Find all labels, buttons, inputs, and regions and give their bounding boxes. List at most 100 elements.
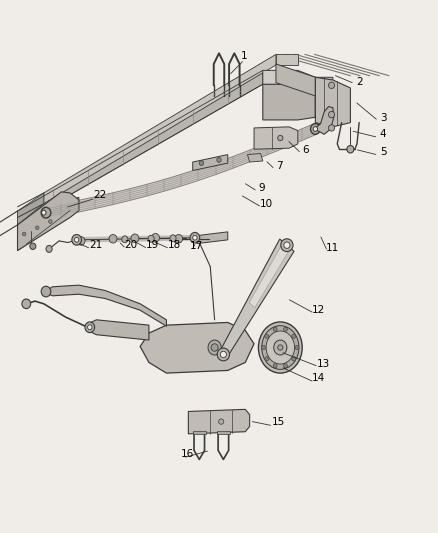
Ellipse shape: [152, 233, 159, 242]
Polygon shape: [254, 127, 298, 149]
Ellipse shape: [46, 245, 52, 253]
Polygon shape: [18, 192, 79, 251]
Text: 22: 22: [93, 190, 106, 199]
Ellipse shape: [347, 146, 354, 153]
Text: 4: 4: [380, 130, 387, 139]
Ellipse shape: [88, 325, 92, 329]
Ellipse shape: [313, 126, 318, 132]
Ellipse shape: [266, 331, 294, 364]
Ellipse shape: [199, 161, 204, 165]
Ellipse shape: [219, 419, 224, 424]
Ellipse shape: [85, 322, 95, 333]
Polygon shape: [44, 123, 315, 219]
Polygon shape: [220, 239, 294, 358]
Ellipse shape: [295, 345, 299, 350]
Polygon shape: [18, 193, 44, 225]
Polygon shape: [263, 84, 315, 120]
Text: 5: 5: [380, 147, 387, 157]
Text: 1: 1: [241, 51, 248, 61]
Ellipse shape: [220, 351, 226, 358]
Text: 3: 3: [380, 114, 387, 123]
Text: 6: 6: [302, 146, 309, 155]
Ellipse shape: [74, 237, 79, 242]
Ellipse shape: [283, 364, 287, 368]
Ellipse shape: [258, 322, 302, 373]
Text: 21: 21: [89, 240, 102, 250]
Ellipse shape: [131, 234, 139, 243]
Ellipse shape: [278, 345, 283, 350]
Ellipse shape: [122, 236, 128, 243]
Polygon shape: [88, 320, 149, 340]
Polygon shape: [249, 242, 290, 308]
Ellipse shape: [41, 286, 51, 297]
Polygon shape: [197, 232, 228, 244]
Ellipse shape: [30, 243, 36, 249]
Text: 17: 17: [190, 241, 203, 251]
Ellipse shape: [22, 232, 26, 236]
Polygon shape: [315, 77, 350, 127]
Ellipse shape: [211, 344, 218, 351]
Ellipse shape: [328, 82, 335, 88]
Text: 2: 2: [356, 77, 363, 86]
Polygon shape: [276, 54, 298, 65]
Polygon shape: [247, 154, 263, 162]
Ellipse shape: [284, 242, 290, 248]
Ellipse shape: [217, 348, 230, 361]
Polygon shape: [217, 431, 230, 434]
Ellipse shape: [72, 235, 81, 245]
Text: 16: 16: [181, 449, 194, 459]
Ellipse shape: [49, 220, 52, 223]
Text: 11: 11: [325, 243, 339, 253]
Polygon shape: [193, 155, 228, 171]
Ellipse shape: [261, 326, 299, 369]
Ellipse shape: [35, 226, 39, 230]
Ellipse shape: [283, 327, 287, 332]
Polygon shape: [140, 322, 254, 373]
Ellipse shape: [261, 345, 265, 350]
Ellipse shape: [273, 364, 277, 368]
Text: 19: 19: [146, 240, 159, 250]
Ellipse shape: [281, 239, 293, 252]
Polygon shape: [44, 285, 166, 326]
Ellipse shape: [274, 340, 287, 355]
Text: 13: 13: [317, 359, 330, 368]
Text: 15: 15: [272, 417, 285, 427]
Ellipse shape: [278, 135, 283, 141]
Polygon shape: [315, 77, 333, 120]
Ellipse shape: [311, 124, 320, 134]
Ellipse shape: [265, 357, 269, 361]
Ellipse shape: [175, 235, 183, 243]
Polygon shape: [18, 70, 263, 225]
Polygon shape: [276, 64, 315, 96]
Text: 9: 9: [258, 183, 265, 192]
Ellipse shape: [41, 207, 51, 218]
Polygon shape: [314, 107, 334, 134]
Ellipse shape: [292, 334, 296, 338]
Text: 20: 20: [124, 240, 137, 250]
Text: 10: 10: [260, 199, 273, 208]
Ellipse shape: [328, 111, 335, 118]
Text: 12: 12: [312, 305, 325, 315]
Polygon shape: [263, 70, 315, 91]
Ellipse shape: [328, 125, 335, 131]
Ellipse shape: [193, 235, 197, 240]
Ellipse shape: [42, 211, 46, 215]
Ellipse shape: [265, 334, 269, 338]
Ellipse shape: [190, 232, 200, 243]
Text: 18: 18: [168, 240, 181, 250]
Polygon shape: [18, 197, 79, 251]
Polygon shape: [193, 431, 206, 434]
Ellipse shape: [170, 235, 176, 241]
Ellipse shape: [22, 299, 31, 309]
Ellipse shape: [77, 237, 85, 245]
Ellipse shape: [109, 235, 117, 243]
Ellipse shape: [208, 340, 221, 355]
Ellipse shape: [148, 236, 154, 242]
Text: 7: 7: [276, 161, 283, 171]
Text: 14: 14: [312, 374, 325, 383]
Polygon shape: [44, 54, 276, 204]
Ellipse shape: [292, 357, 296, 361]
Ellipse shape: [217, 158, 221, 163]
Ellipse shape: [273, 327, 277, 332]
Polygon shape: [188, 409, 250, 434]
